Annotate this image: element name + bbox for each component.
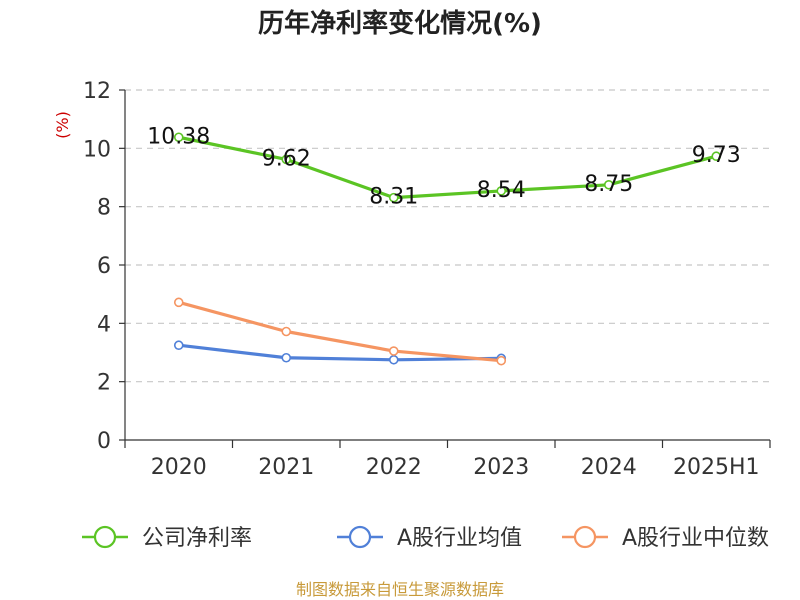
data-point (173, 297, 184, 308)
data-point (281, 154, 292, 165)
data-label: 8.31 (369, 185, 418, 210)
x-tick-label: 2024 (581, 455, 637, 480)
legend-marker (348, 525, 372, 549)
series-line-1 (178, 343, 502, 362)
data-label: 8.54 (477, 178, 526, 203)
x-tick-label: 2023 (473, 455, 529, 480)
data-point (603, 179, 614, 190)
legend: 公司净利率 A股行业均值 A股行业中位数 (82, 525, 769, 551)
data-label: 10.38 (147, 124, 210, 149)
legend-label: A股行业中位数 (622, 526, 769, 551)
legend-item-0[interactable]: 公司净利率 (82, 525, 252, 551)
y-tick-label: 4 (97, 312, 111, 337)
legend-label: 公司净利率 (142, 526, 252, 551)
data-point (388, 346, 399, 356)
data-label: 9.62 (262, 146, 311, 171)
series-line-0 (178, 135, 717, 200)
axes: 0 2 4 6 8 10 12 2020 2021 2022 2023 2024 2025H1 (83, 79, 771, 480)
x-tick-label: 2022 (366, 455, 422, 480)
data-label: 9.73 (692, 143, 741, 168)
data-point (496, 186, 507, 196)
data-point (388, 354, 399, 365)
data-point (496, 355, 507, 366)
y-tick-label: 8 (97, 196, 111, 221)
y-tick-label: 12 (83, 79, 111, 104)
x-tick-label: 2021 (258, 455, 314, 480)
chart-title: 历年净利率变化情况(%) (258, 8, 542, 39)
legend-marker (573, 525, 597, 549)
legend-label: A股行业均值 (397, 526, 522, 551)
x-tick-label: 2025H1 (673, 455, 760, 480)
data-point (711, 151, 722, 162)
y-tick-label: 6 (97, 254, 111, 279)
data-point (281, 326, 292, 337)
data-label: 8.75 (584, 172, 633, 197)
y-tick-label: 10 (83, 137, 111, 162)
data-point (281, 352, 292, 363)
data-point (388, 192, 399, 203)
gridlines (125, 89, 770, 383)
legend-item-2[interactable]: A股行业中位数 (562, 525, 769, 551)
series-layer: 10.38 9.62 8.31 8.54 8.75 9.73 (147, 124, 741, 366)
y-tick-label: 0 (97, 429, 111, 454)
legend-item-1[interactable]: A股行业均值 (337, 525, 522, 551)
data-point (173, 340, 184, 351)
y-axis-label: (%) (53, 111, 72, 139)
y-tick-label: 2 (97, 371, 111, 396)
legend-marker (93, 525, 117, 549)
source-note: 制图数据来自恒生聚源数据库 (296, 580, 504, 599)
series-line-2 (178, 300, 502, 363)
data-point (173, 132, 184, 143)
x-tick-label: 2020 (151, 455, 207, 480)
